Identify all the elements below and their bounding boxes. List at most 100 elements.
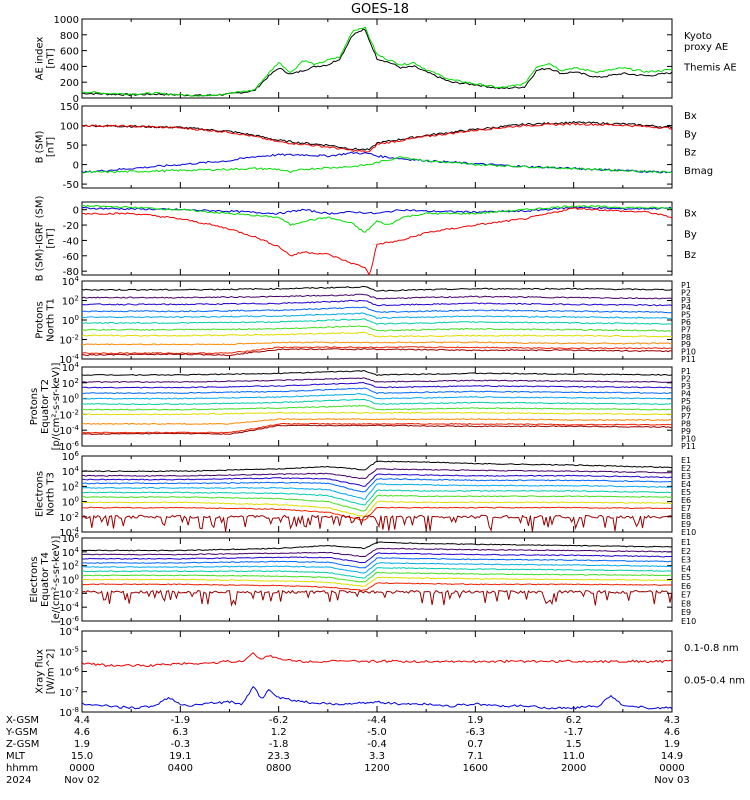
y-tick-label: 150 [60, 102, 79, 113]
legend-item: P6 [681, 405, 691, 414]
y-tick-label: 10-7 [59, 686, 79, 699]
series-line-p6 [82, 398, 672, 406]
series-line-p5 [82, 393, 672, 400]
x-axis-value: 4.3 [664, 715, 680, 726]
y-tick-label: 10-6 [59, 615, 79, 628]
x-axis-table: X-GSMY-GSMZ-GSMMLThhmm20244.44.61.915.00… [5, 715, 690, 786]
x-axis-value: -1.9 [171, 715, 191, 726]
x-axis-value: 6.2 [566, 715, 582, 726]
series-line-e5 [82, 483, 672, 500]
legend-item: E9 [681, 520, 691, 529]
panel-frame [81, 366, 673, 447]
x-axis-value: 0400 [168, 763, 193, 774]
series-line-p8 [82, 411, 672, 416]
y-axis-label: AE index[nT] [35, 37, 57, 81]
y-tick-label: 106 [62, 450, 80, 463]
y-tick-label: 800 [60, 31, 79, 42]
panel-frame [81, 630, 673, 713]
panel-electrons_equator: 10-610-410-2100102104106ElectronsEquator… [29, 532, 696, 628]
y-tick-label: 0 [73, 161, 79, 172]
x-axis-value: -0.4 [367, 739, 387, 750]
y-tick-label: 10-4 [59, 353, 79, 366]
series-line-bz [82, 207, 672, 275]
y-tick-label: 10-2 [59, 334, 79, 347]
legend-item: Bmag [684, 166, 713, 177]
legend-item: E9 [681, 608, 691, 617]
series-line-e3 [82, 552, 672, 564]
legend-item: E2 [681, 547, 691, 556]
x-axis-value: 7.1 [467, 751, 483, 762]
legend-item: P4 [681, 390, 691, 399]
y-tick-label: 10-2 [59, 587, 79, 600]
legend-item: P11 [681, 355, 696, 364]
x-axis-value: Nov 02 [64, 775, 99, 786]
y-tick-label: 10-2 [59, 408, 79, 421]
series-line-e8 [82, 576, 672, 587]
x-axis-value: 6.3 [172, 727, 188, 738]
x-axis-value: 0000 [659, 763, 684, 774]
y-tick-label: 10-4 [59, 424, 79, 437]
x-axis-value: 14.9 [661, 751, 683, 762]
series-line-e2 [82, 468, 672, 480]
y-tick-label: -60 [63, 252, 79, 263]
legend-item: E8 [681, 599, 691, 608]
x-axis-value: -6.2 [269, 715, 289, 726]
series-line-p2 [82, 293, 672, 300]
x-axis-value: -6.3 [466, 727, 486, 738]
legend-item: P8 [681, 420, 691, 429]
y-tick-label: 102 [62, 560, 79, 573]
y-tick-label: 100 [62, 574, 79, 587]
y-tick-label: 0 [73, 206, 79, 217]
series-line-e3 [82, 473, 672, 487]
legend-item: Themis AE [683, 62, 737, 73]
legend-item: P10 [681, 435, 696, 444]
x-axis-value: 1.9 [74, 739, 90, 750]
series-line-e4 [82, 557, 672, 569]
x-axis-value: 15.0 [71, 751, 93, 762]
y-tick-label: 10-2 [59, 511, 79, 524]
legend-item: E1 [681, 456, 691, 465]
series-line-e6 [82, 567, 672, 579]
legend-item: P3 [681, 296, 691, 305]
series-line-p9 [82, 418, 672, 425]
legend-item: P11 [681, 442, 696, 451]
y-tick-label: 10-4 [59, 601, 79, 614]
y-tick-label: 104 [62, 361, 80, 374]
x-axis-row-label: Y-GSM [5, 727, 38, 738]
legend-item: P9 [681, 340, 691, 349]
y-tick-label: 100 [62, 393, 79, 406]
x-axis-value: 2000 [561, 763, 586, 774]
series-line-e7 [82, 494, 672, 512]
x-axis-value: 1600 [463, 763, 488, 774]
panel-frame [81, 105, 673, 189]
y-tick-label: 10-8 [59, 706, 79, 719]
x-axis-value: -1.8 [269, 739, 289, 750]
series-line-e10 [82, 514, 672, 532]
legend-item: E7 [681, 504, 691, 513]
legend-item: P1 [681, 281, 691, 290]
y-tick-label: 100 [62, 314, 79, 327]
y-tick-label: 1000 [54, 15, 79, 26]
series-line-kyoto-proxy-ae [82, 26, 672, 97]
x-axis-row-label: MLT [6, 751, 26, 762]
series-line-p8 [82, 331, 672, 338]
y-tick-label: 102 [62, 295, 79, 308]
y-tick-label: 50 [66, 141, 79, 152]
legend-item: Kyoto proxy AE [684, 31, 728, 53]
y-tick-label: 106 [62, 532, 80, 545]
y-axis-label: ElectronsEquator T4[e/(cm²-s-sr-keV)] [29, 536, 62, 624]
x-axis-value: -0.3 [171, 739, 191, 750]
y-tick-label: 104 [62, 465, 80, 478]
y-axis-label: B (SM)-IGRF (SM)[nT] [35, 196, 57, 282]
series-line-p1 [82, 369, 672, 376]
series-line-p4 [82, 306, 672, 314]
series-line-p11 [82, 348, 672, 357]
y-tick-label: 10-4 [59, 625, 79, 638]
legend-item: E2 [681, 464, 691, 473]
series-line-e8 [82, 500, 672, 518]
legend-item: By [684, 229, 697, 240]
series-line-p2 [82, 377, 672, 384]
